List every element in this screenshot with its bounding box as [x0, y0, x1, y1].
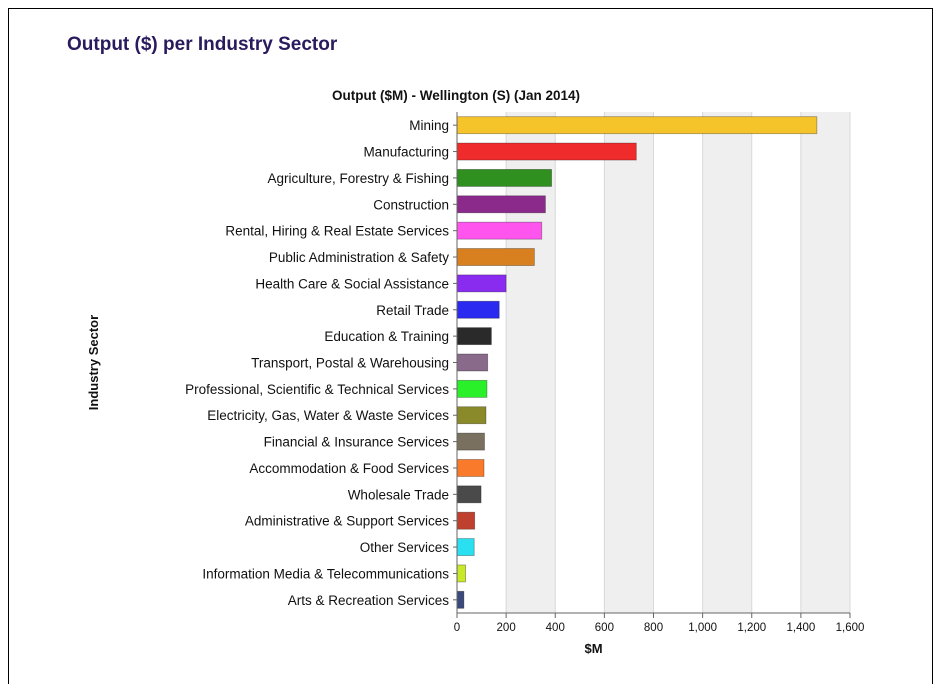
bar	[456, 169, 552, 187]
category-label: Other Services	[360, 540, 450, 555]
x-tick-label: 800	[644, 622, 663, 634]
bar	[456, 327, 492, 346]
bar	[456, 248, 535, 266]
category-label: Manufacturing	[363, 145, 449, 160]
x-tick-label: 1,400	[786, 622, 815, 634]
grid-band	[604, 112, 654, 613]
bar	[456, 195, 546, 214]
bars	[456, 116, 818, 609]
category-label: Retail Trade	[376, 303, 449, 318]
category-label: Administrative & Support Services	[245, 514, 449, 529]
category-label: Arts & Recreation Services	[288, 593, 450, 608]
bar	[456, 459, 485, 477]
bar	[456, 116, 818, 135]
category-label: Education & Training	[324, 329, 449, 344]
category-label: Mining	[409, 118, 449, 133]
grid-band	[506, 112, 556, 613]
bar	[456, 432, 485, 451]
bar	[456, 142, 637, 161]
x-tick-label: 400	[546, 622, 565, 634]
category-label: Transport, Postal & Warehousing	[251, 356, 449, 371]
x-tick-label: 200	[497, 622, 516, 634]
bar	[456, 538, 475, 556]
bar	[456, 485, 482, 504]
x-tick-label: 0	[454, 622, 460, 634]
bar	[456, 590, 465, 609]
category-label: Health Care & Social Assistance	[255, 276, 449, 291]
category-label: Public Administration & Safety	[269, 250, 449, 265]
y-axis-title: Industry Sector	[86, 315, 101, 410]
x-tick-label: 1,600	[836, 622, 865, 634]
grid-bands	[506, 112, 850, 613]
bar	[456, 511, 476, 530]
bar	[456, 221, 543, 240]
bar	[456, 564, 466, 583]
category-label: Information Media & Telecommunications	[202, 566, 449, 581]
category-label: Accommodation & Food Services	[249, 461, 449, 476]
grid-band	[800, 112, 850, 613]
bar	[456, 379, 488, 398]
page-title: Output ($) per Industry Sector	[67, 34, 338, 55]
x-axis-title: $M	[584, 641, 602, 656]
chart-title: Output ($M) - Wellington (S) (Jan 2014)	[332, 88, 580, 103]
bar	[456, 274, 507, 293]
category-label: Professional, Scientific & Technical Ser…	[185, 382, 449, 397]
category-label: Electricity, Gas, Water & Waste Services	[207, 408, 449, 423]
x-axis-ticks: 0 200 400 600 800 1,000 1,200 1,400 1,600	[454, 613, 865, 634]
x-tick-label: 600	[595, 622, 614, 634]
category-label: Rental, Hiring & Real Estate Services	[225, 224, 449, 239]
category-label: Financial & Insurance Services	[264, 435, 450, 450]
x-tick-label: 1,000	[688, 622, 717, 634]
bar	[456, 406, 487, 425]
grid-band	[702, 112, 752, 613]
category-label: Construction	[373, 197, 449, 212]
category-labels: Mining Manufacturing Agriculture, Forestry…	[185, 118, 457, 608]
bar	[456, 353, 489, 372]
category-label: Wholesale Trade	[348, 487, 449, 502]
bar	[456, 300, 500, 319]
x-tick-label: 1,200	[737, 622, 766, 634]
gridlines	[456, 112, 851, 613]
category-label: Agriculture, Forestry & Fishing	[267, 171, 449, 186]
